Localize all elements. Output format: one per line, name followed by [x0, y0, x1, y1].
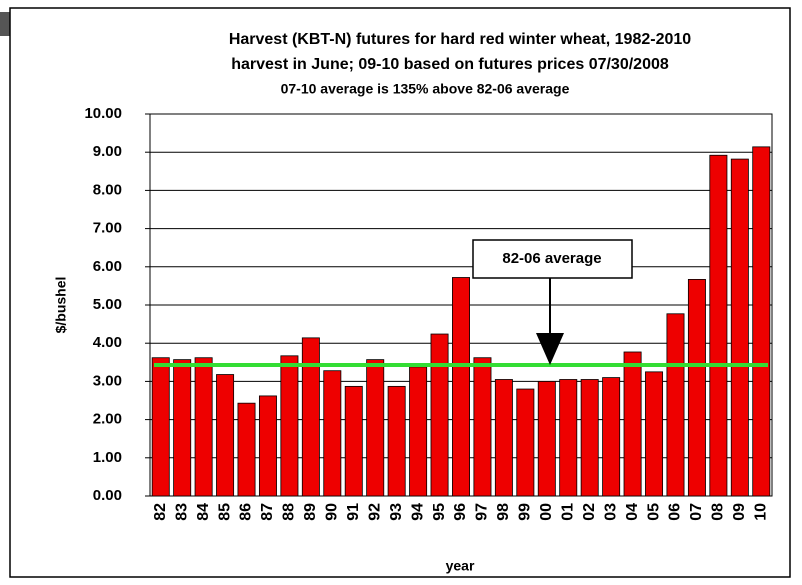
bar — [323, 370, 342, 497]
x-tick-label: 09 — [731, 503, 748, 521]
chart-title: Harvest (KBT-N) futures for hard red win… — [229, 31, 691, 48]
bar — [730, 158, 749, 497]
x-tick-label: 87 — [259, 503, 276, 521]
bar — [301, 337, 320, 497]
bar — [752, 146, 771, 497]
x-tick-label: 06 — [667, 503, 684, 521]
chart-note: 07-10 average is 135% above 82-06 averag… — [281, 81, 570, 97]
x-tick-label: 96 — [452, 503, 469, 521]
x-axis-label: year — [446, 558, 475, 574]
x-tick-label: 82 — [152, 503, 169, 521]
bar — [258, 395, 277, 497]
bar — [516, 388, 535, 497]
y-tick-label: 4.00 — [93, 334, 122, 351]
bar — [452, 277, 470, 497]
x-tick-label: 07 — [688, 503, 705, 521]
bar — [666, 313, 685, 497]
y-tick-label: 3.00 — [93, 372, 122, 389]
bar — [366, 359, 385, 497]
x-tick-label: 83 — [173, 503, 190, 521]
bar — [344, 385, 363, 497]
bar — [280, 355, 299, 497]
x-tick-label: 95 — [431, 503, 448, 521]
bar — [173, 359, 192, 497]
bar — [687, 279, 706, 497]
bar — [623, 351, 642, 497]
x-tick-label: 91 — [345, 503, 362, 521]
x-tick-label: 94 — [409, 503, 426, 521]
bar — [237, 402, 256, 497]
x-tick-label: 01 — [559, 503, 576, 521]
x-tick-label: 88 — [281, 503, 298, 521]
x-tick-label: 00 — [538, 503, 555, 521]
bar — [645, 371, 664, 497]
x-tick-label: 03 — [602, 503, 619, 521]
chart-subtitle: harvest in June; 09-10 based on futures … — [231, 56, 669, 73]
x-tick-label: 85 — [216, 503, 233, 521]
x-tick-label: 08 — [710, 503, 727, 521]
bar — [537, 380, 556, 497]
x-tick-label: 86 — [238, 503, 255, 521]
y-tick-label: 2.00 — [93, 411, 122, 428]
bar — [580, 379, 599, 497]
y-tick-label: 8.00 — [93, 181, 122, 198]
x-tick-label: 98 — [495, 503, 512, 521]
x-tick-label: 97 — [474, 503, 491, 521]
y-tick-label: 7.00 — [93, 220, 122, 237]
bar — [709, 154, 728, 497]
bar — [559, 379, 578, 497]
bar — [430, 333, 449, 497]
bar — [216, 374, 235, 497]
y-tick-label: 5.00 — [93, 296, 122, 313]
x-tick-label: 99 — [517, 503, 534, 521]
bar — [409, 366, 428, 497]
y-axis-label: $/bushel — [53, 277, 69, 334]
x-tick-label: 92 — [366, 503, 383, 521]
arrow-head — [536, 332, 564, 365]
y-tick-label: 0.00 — [93, 487, 122, 504]
bar — [494, 379, 513, 497]
x-tick-label: 89 — [302, 503, 319, 521]
x-tick-label: 10 — [752, 503, 769, 521]
annotation-label: 82-06 average — [502, 250, 601, 267]
y-tick-label: 1.00 — [93, 449, 122, 466]
y-tick-label: 9.00 — [93, 143, 122, 160]
bar — [602, 377, 621, 497]
y-tick-label: 6.00 — [93, 258, 122, 275]
bar — [473, 357, 492, 497]
annotation-box — [472, 239, 633, 279]
y-tick-label: 10.00 — [84, 105, 122, 122]
bar — [151, 357, 170, 497]
x-tick-label: 04 — [624, 503, 641, 521]
bar — [194, 357, 213, 497]
bar — [387, 385, 406, 497]
x-tick-label: 84 — [195, 503, 212, 521]
x-tick-label: 05 — [645, 503, 662, 521]
x-tick-label: 02 — [581, 503, 598, 521]
x-tick-label: 90 — [324, 503, 341, 521]
x-tick-label: 93 — [388, 503, 405, 521]
